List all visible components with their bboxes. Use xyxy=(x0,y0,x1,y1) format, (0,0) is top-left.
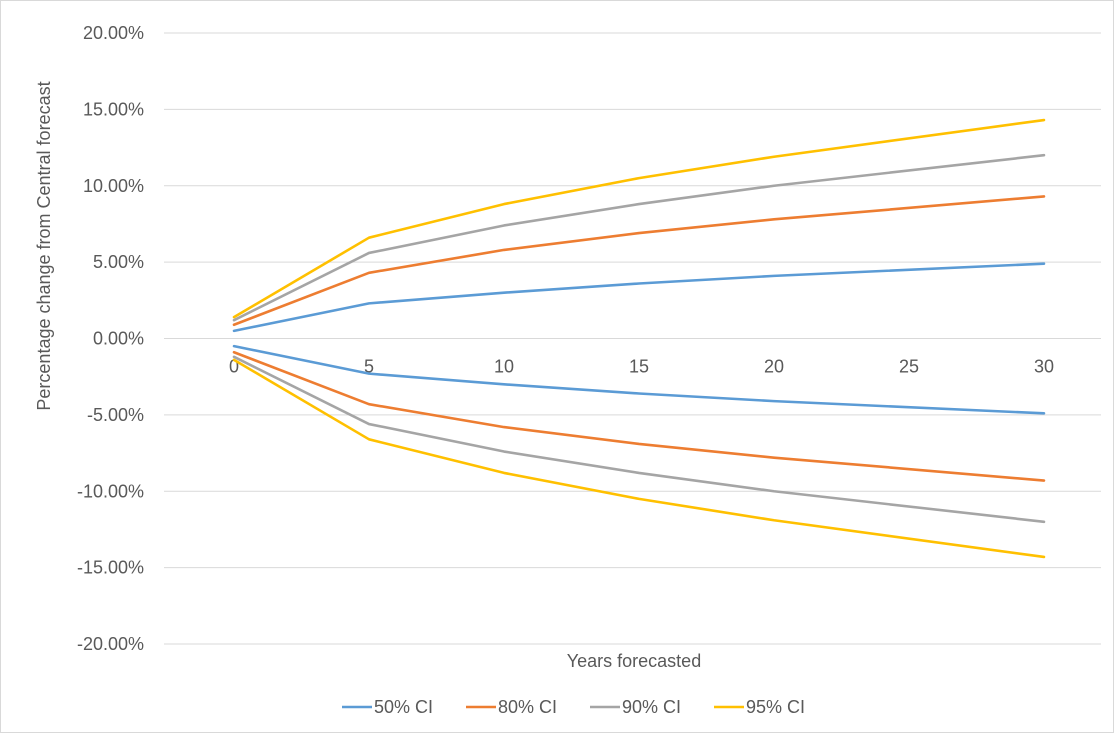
x-tick-label: 15 xyxy=(629,357,649,377)
y-tick-label: -20.00% xyxy=(77,634,144,654)
legend-label: 80% CI xyxy=(498,697,557,717)
series-line-90-cilower xyxy=(232,355,1046,524)
series-line-50-cilower xyxy=(232,344,1046,415)
x-tick-label: 25 xyxy=(899,357,919,377)
series-line-90-ciupper xyxy=(232,153,1046,322)
legend-label: 50% CI xyxy=(374,697,433,717)
y-axis-title: Percentage change from Central forecast xyxy=(34,81,54,410)
y-tick-label: 0.00% xyxy=(93,329,144,349)
y-tick-label: -10.00% xyxy=(77,481,144,501)
x-tick-label: 20 xyxy=(764,357,784,377)
series-lines xyxy=(232,118,1046,559)
series-line-95-ciupper xyxy=(232,118,1046,319)
y-tick-label: -5.00% xyxy=(87,405,144,425)
series-line-95-cilower xyxy=(232,358,1046,559)
legend-label: 90% CI xyxy=(622,697,681,717)
y-tick-label: 20.00% xyxy=(83,23,144,43)
y-tick-label: -15.00% xyxy=(77,558,144,578)
x-axis-tick-labels: 0 5 10 15 20 25 30 xyxy=(229,357,1054,377)
x-axis-title: Years forecasted xyxy=(567,651,701,671)
series-line-80-ciupper xyxy=(232,195,1046,327)
legend-label: 95% CI xyxy=(746,697,805,717)
legend: 50% CI 80% CI 90% CI 95% CI xyxy=(342,697,805,717)
x-tick-label: 0 xyxy=(229,357,239,377)
series-line-80-cilower xyxy=(232,350,1046,482)
x-tick-label: 10 xyxy=(494,357,514,377)
y-tick-label: 5.00% xyxy=(93,252,144,272)
y-axis-tick-labels: 20.00% 15.00% 10.00% 5.00% 0.00% -5.00% -10.00… xyxy=(77,23,144,654)
y-tick-label: 15.00% xyxy=(83,99,144,119)
x-tick-label: 5 xyxy=(364,357,374,377)
series-line-50-ciupper xyxy=(232,262,1046,333)
gridlines xyxy=(164,32,1101,645)
y-tick-label: 10.00% xyxy=(83,176,144,196)
x-tick-label: 30 xyxy=(1034,357,1054,377)
